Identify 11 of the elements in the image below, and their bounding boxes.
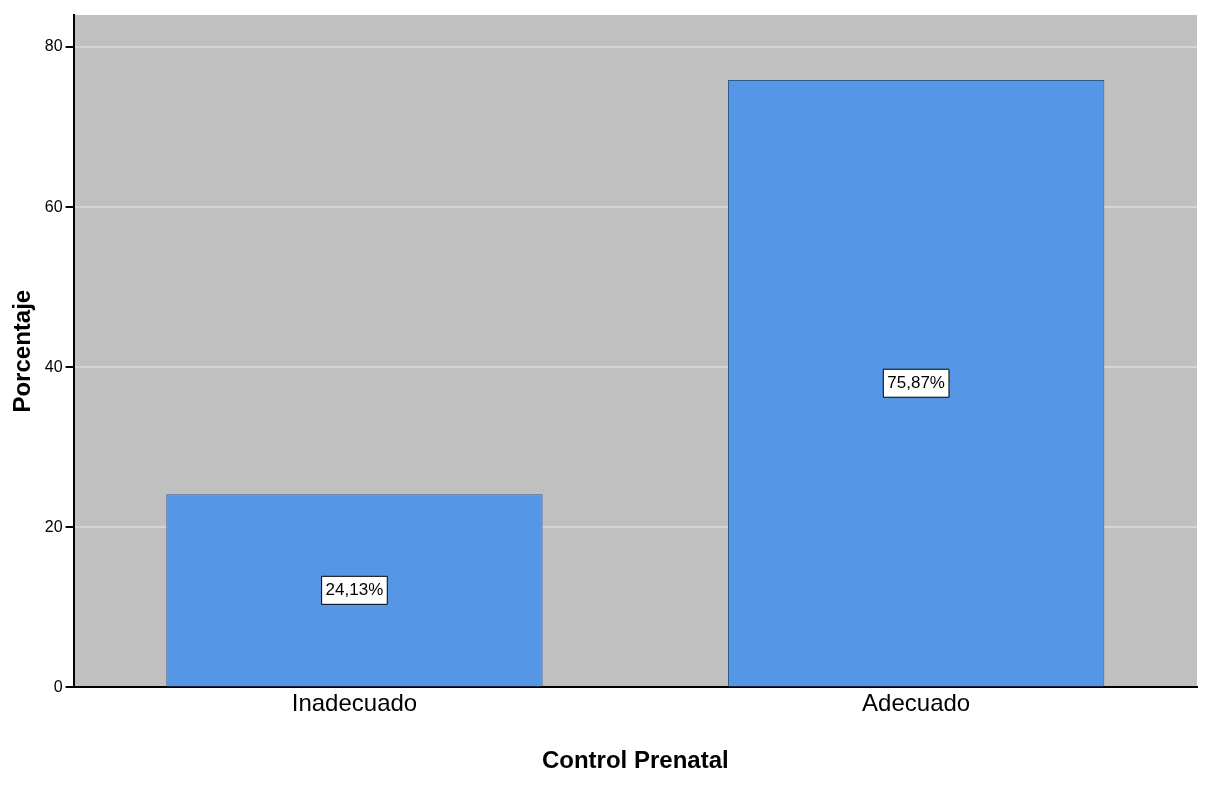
x-tick-label: Adecuado [862,689,971,717]
x-tick-label: Inadecuado [291,689,418,717]
y-tick-label: 60 [44,197,63,215]
x-axis-title: Control Prenatal [541,746,729,774]
data-label: 24,13% [325,580,384,600]
y-tick-label: 40 [44,357,63,375]
y-tick-label: 20 [44,517,63,535]
y-axis-title: Porcentaje [8,289,36,413]
y-tick-label: 0 [53,677,63,695]
y-tick-label: 80 [44,37,63,55]
data-label: 75,87% [887,372,945,392]
